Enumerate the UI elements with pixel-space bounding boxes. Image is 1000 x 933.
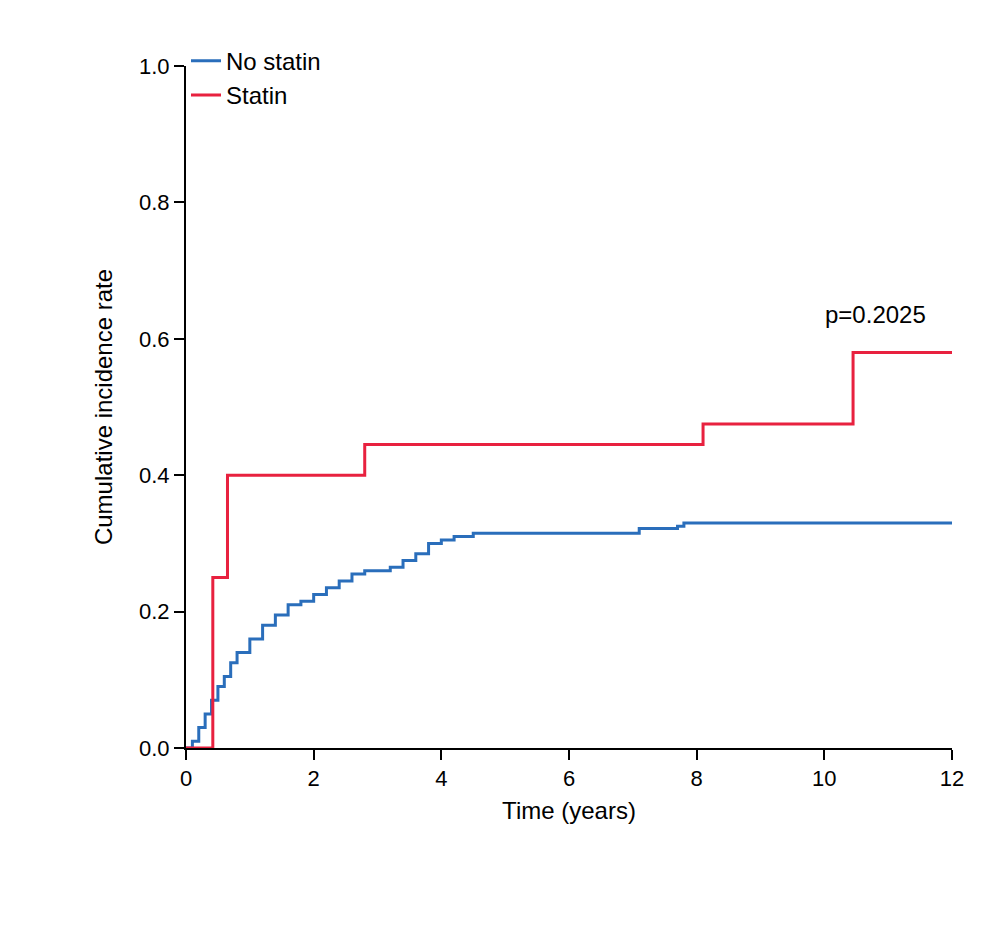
svg-text:10: 10 — [812, 766, 836, 791]
svg-text:0.4: 0.4 — [139, 463, 170, 488]
svg-text:1.0: 1.0 — [139, 54, 170, 79]
svg-text:12: 12 — [940, 766, 964, 791]
svg-text:Time (years): Time (years) — [502, 797, 636, 824]
svg-text:6: 6 — [563, 766, 575, 791]
svg-text:4: 4 — [435, 766, 447, 791]
svg-text:0.8: 0.8 — [139, 190, 170, 215]
svg-text:No statin: No statin — [226, 48, 321, 75]
svg-text:2: 2 — [308, 766, 320, 791]
svg-text:0.6: 0.6 — [139, 327, 170, 352]
svg-text:0.2: 0.2 — [139, 599, 170, 624]
svg-text:0.0: 0.0 — [139, 736, 170, 761]
svg-text:8: 8 — [691, 766, 703, 791]
svg-text:p=0.2025: p=0.2025 — [825, 301, 926, 328]
svg-text:Statin: Statin — [226, 82, 287, 109]
svg-text:0: 0 — [180, 766, 192, 791]
svg-text:Cumulative incidence rate: Cumulative incidence rate — [90, 269, 117, 545]
